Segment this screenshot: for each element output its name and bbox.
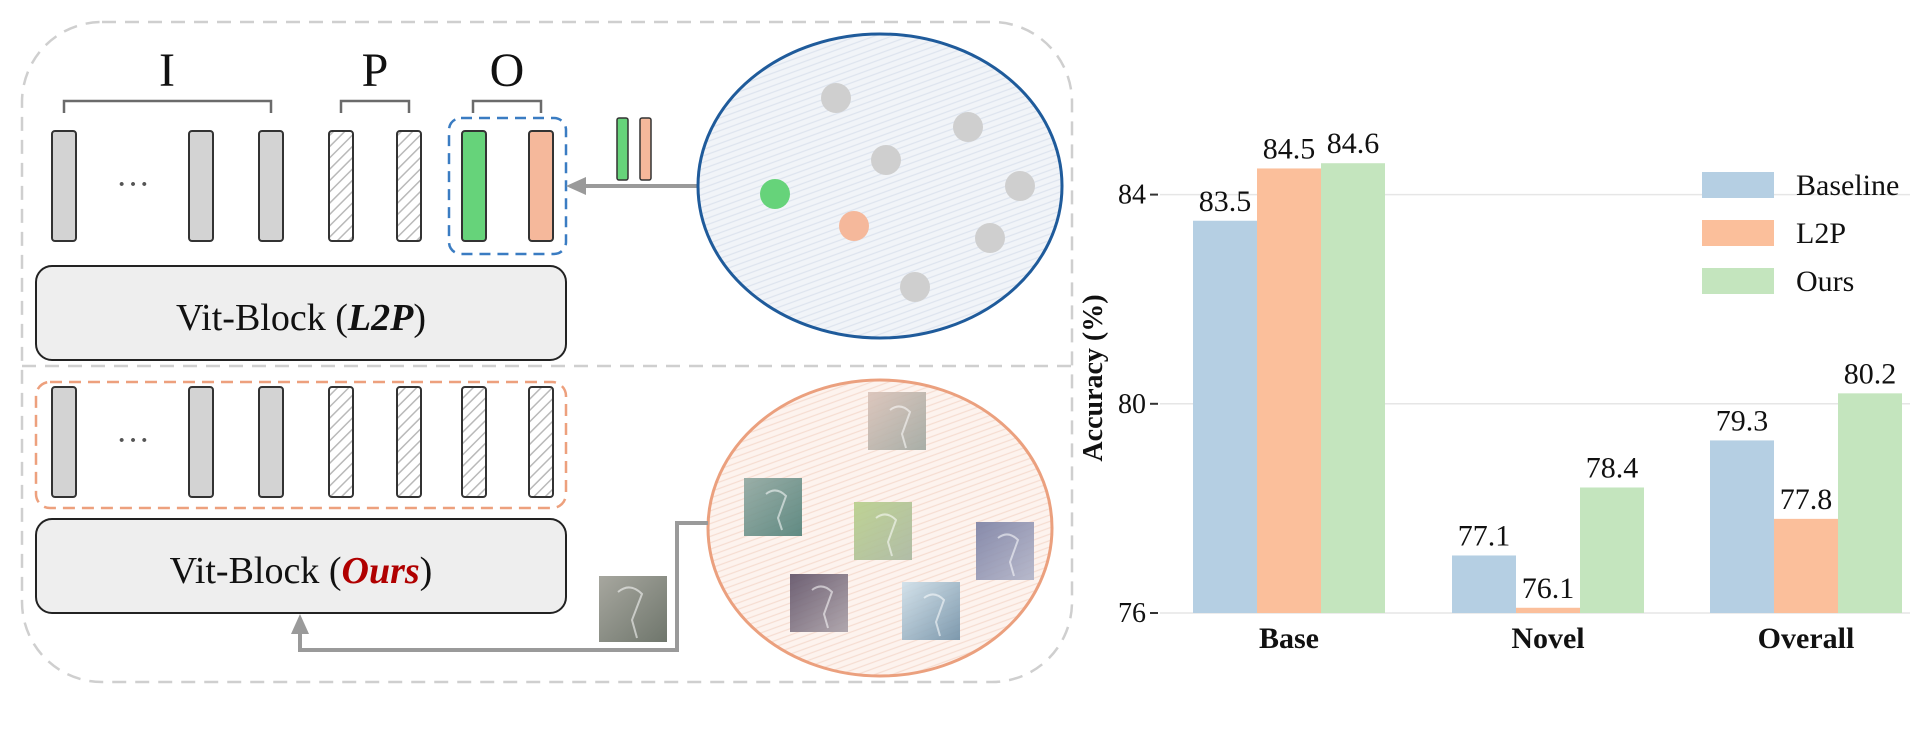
input-bird-image — [599, 576, 667, 642]
image-token — [258, 386, 284, 498]
bar-ours-overall — [1838, 393, 1902, 613]
y-axis-label: Accuracy (%) — [1078, 294, 1109, 461]
bracket-i — [62, 99, 273, 113]
bracket-p — [339, 99, 411, 113]
arrow-images-to-block — [291, 521, 708, 652]
pool-prompt-dot — [900, 272, 930, 302]
image-token — [188, 386, 214, 498]
svg-text:Vit-Block (Ours): Vit-Block (Ours) — [170, 550, 433, 592]
prompt-token — [396, 130, 422, 242]
group-label-p: P — [362, 44, 389, 97]
legend-label: Ours — [1796, 265, 1854, 298]
ellipsis: ··· — [116, 166, 150, 203]
bar-value-label: 77.8 — [1780, 483, 1833, 516]
ellipsis: ··· — [116, 422, 150, 459]
vit-block-prefix: Vit-Block ( — [176, 297, 348, 339]
bar-value-label: 83.5 — [1199, 185, 1252, 218]
bar-l2p-novel — [1516, 607, 1580, 613]
bird-image-thumbnail — [868, 392, 926, 450]
bird-image-thumbnail — [854, 502, 912, 560]
pool-prompt-dot-green — [760, 179, 790, 209]
bar-value-label: 77.1 — [1458, 519, 1511, 552]
prompt-region-box — [34, 380, 568, 510]
bar-l2p-base — [1257, 168, 1321, 613]
vit-block-ours: Vit-Block (Ours) — [35, 518, 567, 614]
prompt-token — [328, 386, 354, 498]
bars — [1193, 163, 1902, 613]
pool-prompt-dot — [1005, 171, 1035, 201]
x-tick-label: Overall — [1758, 622, 1855, 655]
outer-dashed-frame — [20, 20, 1074, 684]
pool-prompt-dot-orange — [839, 211, 869, 241]
bar-ours-base — [1321, 163, 1385, 613]
vit-block-l2p: Vit-Block (L2P) — [35, 265, 567, 361]
bar-ours-novel — [1580, 487, 1644, 613]
bar-value-label: 84.5 — [1263, 132, 1316, 165]
bird-image-thumbnail — [744, 478, 802, 536]
pool-prompt-dot — [953, 112, 983, 142]
bottom-token-row: ··· — [34, 380, 568, 510]
legend-label: L2P — [1796, 217, 1846, 250]
prompt-token — [328, 130, 354, 242]
vit-block-suffix: ) — [413, 297, 426, 339]
bird-image-thumbnail — [976, 522, 1034, 580]
group-label-o: O — [490, 44, 525, 97]
x-tick-label: Base — [1259, 622, 1319, 655]
legend: Baseline L2P Ours — [1702, 169, 1899, 298]
legend-swatch — [1702, 220, 1774, 246]
image-token — [51, 130, 77, 242]
bar-baseline-overall — [1710, 440, 1774, 613]
legend-swatch — [1702, 172, 1774, 198]
bar-value-label: 80.2 — [1844, 357, 1897, 390]
group-label-i: I — [159, 44, 175, 97]
legend-swatch — [1702, 268, 1774, 294]
svg-text:Vit-Block (L2P): Vit-Block (L2P) — [176, 297, 426, 339]
pool-prompt-dot — [871, 145, 901, 175]
bar-value-label: 76.1 — [1522, 572, 1575, 605]
x-tick-label: Novel — [1511, 622, 1584, 655]
prompt-token — [396, 386, 422, 498]
prompt-token — [461, 386, 487, 498]
bar-value-label: 79.3 — [1716, 404, 1769, 437]
prompt-pool — [696, 32, 1064, 340]
accuracy-bar-chart: 83.5 84.5 84.6 77.1 76.1 78.4 79.3 77.8 80.2 76 8… — [1078, 127, 1910, 655]
image-token — [188, 130, 214, 242]
orange-prompt-token — [528, 130, 554, 242]
legend-label: Baseline — [1796, 169, 1899, 202]
pool-prompt-dot — [821, 83, 851, 113]
bar-value-label: 78.4 — [1586, 451, 1639, 484]
image-token — [258, 130, 284, 242]
top-token-row: ··· — [51, 116, 568, 256]
image-pool — [706, 378, 1054, 678]
bar-baseline-base — [1193, 220, 1257, 613]
pool-prompt-dot — [975, 223, 1005, 253]
bird-image-thumbnail — [902, 582, 960, 640]
bracket-o — [471, 99, 543, 113]
vit-block-method-l2p: L2P — [347, 297, 414, 339]
vit-block-prefix: Vit-Block ( — [170, 550, 342, 592]
selected-prompt-pair — [616, 117, 652, 181]
y-tick-label: 84 — [1118, 180, 1146, 211]
bar-l2p-overall — [1774, 518, 1838, 613]
image-token — [51, 386, 77, 498]
vit-block-method-ours: Ours — [342, 550, 420, 592]
prompt-pool-ellipse — [696, 32, 1064, 340]
x-axis-tick-labels: Base Novel Overall — [1259, 622, 1854, 655]
green-prompt-token — [461, 130, 487, 242]
arrow-pool-to-tokens — [566, 177, 698, 195]
bar-value-labels: 83.5 84.5 84.6 77.1 76.1 78.4 79.3 77.8 80.2 — [1199, 127, 1897, 605]
prompt-token — [528, 386, 554, 498]
y-axis-ticks: 76 80 84 — [1118, 180, 1158, 629]
method-diagram: I P O ··· — [20, 20, 1074, 684]
y-tick-label: 80 — [1118, 389, 1146, 420]
y-tick-label: 76 — [1118, 598, 1146, 629]
vit-block-suffix: ) — [420, 550, 433, 592]
bar-value-label: 84.6 — [1327, 127, 1380, 160]
bird-image-thumbnail — [790, 574, 848, 632]
bar-baseline-novel — [1452, 555, 1516, 613]
